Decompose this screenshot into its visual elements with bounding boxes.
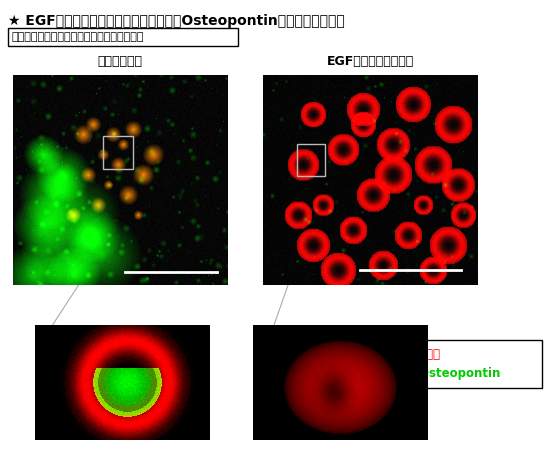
Text: ★ EGF受容体陀害薬投与で好酸球からのOsteopontin産生が抑制される: ★ EGF受容体陀害薬投与で好酸球からのOsteopontin産生が抑制される xyxy=(8,14,345,28)
Text: コントロール: コントロール xyxy=(97,55,143,68)
Bar xyxy=(392,340,542,388)
Text: EGF受容体陀害薬投与: EGF受容体陀害薬投与 xyxy=(326,55,414,68)
Bar xyxy=(298,144,325,176)
Text: 緑色：Osteopontin: 緑色：Osteopontin xyxy=(398,367,500,380)
Bar xyxy=(8,28,238,46)
Bar xyxy=(103,136,133,170)
Text: 赤色：好酸球: 赤色：好酸球 xyxy=(398,348,440,361)
Text: 抗原投与によって線維化を誘導したマウス肺: 抗原投与によって線維化を誘導したマウス肺 xyxy=(12,32,144,42)
